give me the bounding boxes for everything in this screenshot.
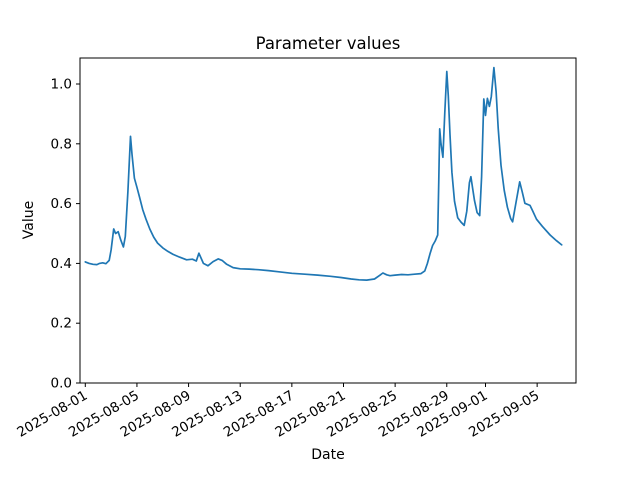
axes-box [79, 57, 577, 384]
y-tick-label: 0.4 [51, 256, 72, 272]
y-tick-label: 0.2 [51, 316, 72, 332]
x-axis-ticks: 2025-08-012025-08-052025-08-092025-08-13… [14, 383, 542, 441]
y-axis-ticks: 0.0 0.2 0.4 0.6 0.8 1.0 [51, 77, 80, 392]
chart-title: Parameter values [256, 34, 401, 53]
y-axis-label: Value [21, 201, 37, 239]
data-line [84, 66, 563, 281]
y-tick-label: 0.0 [51, 376, 72, 392]
y-tick-label: 0.8 [51, 136, 72, 152]
y-tick-label: 1.0 [51, 77, 72, 93]
y-tick-label: 0.6 [51, 196, 72, 212]
x-axis-label: Date [311, 447, 344, 463]
plot-area [84, 66, 563, 281]
